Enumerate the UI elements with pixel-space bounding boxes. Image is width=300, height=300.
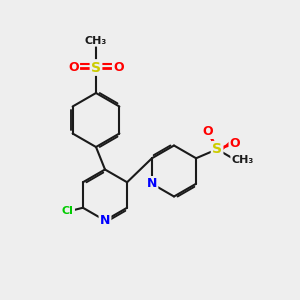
Text: O: O <box>203 125 213 138</box>
Text: Cl: Cl <box>62 206 74 216</box>
Text: N: N <box>100 214 110 227</box>
Text: S: S <box>212 142 222 156</box>
Text: O: O <box>113 61 124 74</box>
Text: S: S <box>91 61 101 74</box>
Text: N: N <box>147 177 157 190</box>
Text: O: O <box>230 137 240 150</box>
Text: CH₃: CH₃ <box>232 155 254 165</box>
Text: CH₃: CH₃ <box>85 35 107 46</box>
Text: O: O <box>68 61 79 74</box>
